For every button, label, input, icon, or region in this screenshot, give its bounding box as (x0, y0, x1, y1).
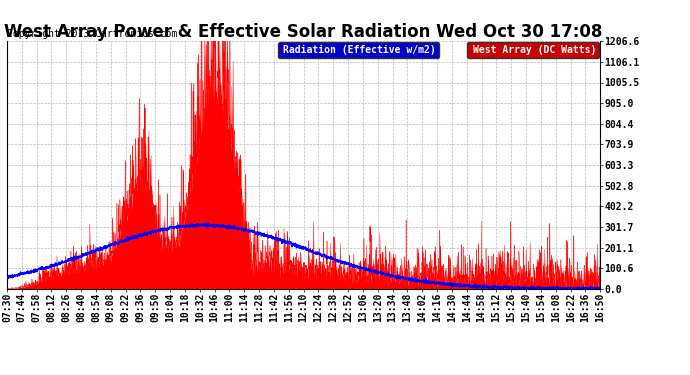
Legend: West Array (DC Watts): West Array (DC Watts) (467, 42, 600, 58)
Title: West Array Power & Effective Solar Radiation Wed Oct 30 17:08: West Array Power & Effective Solar Radia… (4, 23, 603, 41)
Text: Copyright 2013 Cartronics.com: Copyright 2013 Cartronics.com (7, 29, 177, 39)
